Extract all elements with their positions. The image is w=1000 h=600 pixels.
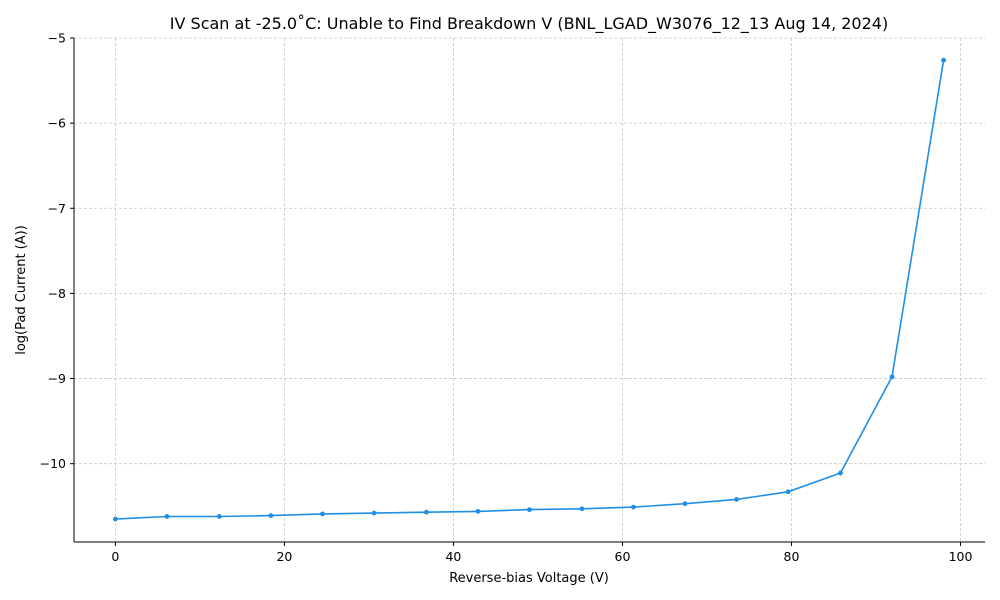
series-line bbox=[115, 59, 945, 520]
data-point bbox=[164, 514, 170, 519]
x-tick-label: 100 bbox=[949, 549, 973, 564]
grid-lines bbox=[74, 37, 985, 542]
data-point bbox=[941, 57, 946, 63]
data-point bbox=[785, 489, 791, 495]
y-tick-label: −6 bbox=[48, 116, 66, 131]
x-tick-label: 60 bbox=[615, 549, 631, 564]
y-tick-label: −5 bbox=[48, 31, 66, 46]
y-tick-label: −9 bbox=[48, 371, 66, 386]
data-point bbox=[320, 511, 325, 517]
chart-title: IV Scan at -25.0˚C: Unable to Find Break… bbox=[170, 14, 888, 34]
data-point bbox=[216, 514, 222, 519]
y-axis-ticks: −10 −9 −8 −7 −6 −5 bbox=[40, 31, 74, 471]
x-tick-label: 40 bbox=[445, 549, 461, 564]
data-point bbox=[682, 501, 688, 507]
axes bbox=[73, 38, 985, 543]
data-point bbox=[113, 516, 118, 522]
data-point bbox=[889, 374, 895, 380]
data-point bbox=[475, 508, 481, 514]
x-axis-ticks: 0 20 40 60 80 100 bbox=[111, 542, 972, 564]
y-tick-label: −7 bbox=[48, 201, 66, 216]
data-point bbox=[527, 507, 532, 513]
data-point bbox=[371, 510, 377, 516]
y-tick-label: −10 bbox=[40, 456, 66, 471]
data-point bbox=[423, 509, 429, 515]
x-tick-label: 80 bbox=[784, 549, 800, 564]
y-axis-label: log(Pad Current (A)) bbox=[14, 225, 29, 355]
x-tick-label: 20 bbox=[276, 549, 292, 564]
data-point bbox=[734, 497, 739, 502]
data-point bbox=[631, 504, 636, 510]
data-point bbox=[268, 513, 274, 519]
data-point bbox=[838, 470, 843, 476]
data-point bbox=[579, 506, 585, 512]
y-tick-label: −8 bbox=[48, 286, 66, 301]
data-series bbox=[113, 57, 946, 522]
x-tick-label: 0 bbox=[111, 549, 119, 564]
x-axis-label: Reverse-bias Voltage (V) bbox=[449, 571, 609, 586]
